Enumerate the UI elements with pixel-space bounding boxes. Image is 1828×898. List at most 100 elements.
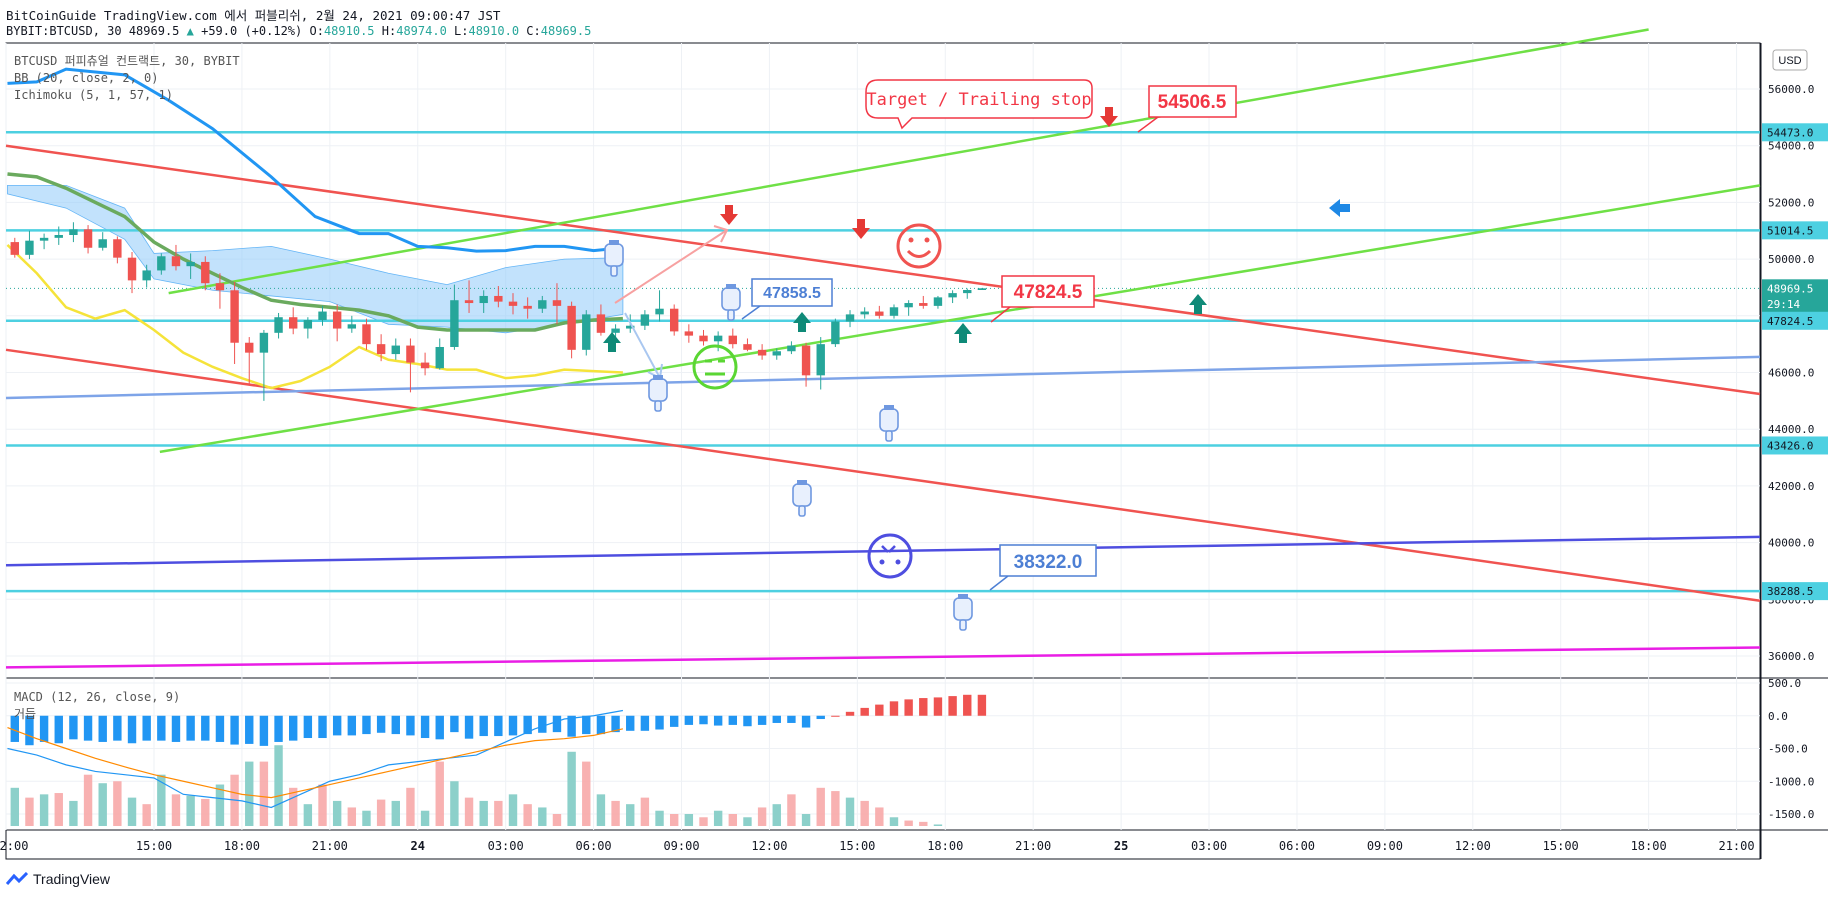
macd-histogram-bar: [757, 715, 767, 725]
currency-button[interactable]: [1772, 49, 1808, 71]
macd-tick-label: -1000.0: [1768, 775, 1814, 788]
macd-histogram-bar: [171, 715, 181, 742]
candle-body: [391, 345, 400, 355]
macd-histogram-bar: [977, 694, 987, 716]
macd-shadow-bar: [889, 817, 899, 826]
macd-shadow-bar: [376, 799, 386, 826]
macd-shadow-bar: [684, 814, 694, 826]
candle-body: [347, 324, 357, 329]
callout-text: Target / Trailing stop: [866, 90, 1091, 110]
candle-body: [772, 351, 781, 356]
candle-body: [186, 261, 195, 267]
macd-shadow-bar: [274, 745, 283, 826]
pointing-hand-icon: [953, 594, 973, 631]
candle-body: [420, 362, 430, 369]
macd-shadow-bar: [245, 761, 254, 826]
macd-histogram-bar: [875, 704, 884, 716]
candle-body: [626, 325, 635, 329]
open-label: O:: [309, 24, 324, 38]
candle-body: [464, 300, 474, 304]
price-badge-label: 48969.5: [1767, 282, 1813, 295]
hand-finger: [654, 400, 662, 412]
macd-histogram-bar: [523, 715, 532, 735]
macd-histogram-bar: [83, 715, 93, 741]
candle-body: [875, 311, 884, 316]
candle-body: [157, 256, 166, 271]
candle-body: [523, 305, 532, 309]
macd-shadow-bar: [201, 798, 210, 826]
candle-body: [831, 321, 840, 345]
candle-body: [494, 295, 503, 302]
last-price: 48969.5: [128, 24, 180, 38]
time-tick-label: 21:00: [1015, 839, 1051, 853]
macd-histogram-bar: [626, 715, 635, 731]
macd-histogram-bar: [948, 696, 957, 716]
price-badge-label: 38288.5: [1767, 585, 1813, 598]
macd-histogram-bar: [933, 697, 943, 716]
label-text: 38322.0: [1014, 552, 1083, 573]
candle-body: [362, 324, 371, 345]
macd-shadow-bar: [39, 794, 49, 826]
macd-histogram-bar: [362, 715, 371, 735]
high-value: 48974.0: [396, 24, 447, 38]
candle-body: [567, 305, 576, 350]
footer-brand[interactable]: TradingView: [6, 871, 110, 887]
pointing-hands: [604, 240, 973, 631]
signal-arrows: [603, 107, 1350, 352]
macd-shadow-bar: [54, 793, 63, 826]
projection-up-arrowhead: [713, 225, 729, 243]
price-badge: [1762, 582, 1828, 601]
smile-icon: [896, 223, 942, 269]
macd-histogram-bar: [801, 715, 811, 728]
price-badge-label: 29:14: [1767, 298, 1800, 311]
macd-histogram-bar: [127, 715, 137, 744]
candle-body: [743, 344, 752, 350]
time-tick-label: 15:00: [136, 839, 172, 853]
candles: [10, 222, 987, 401]
target-callout[interactable]: Target / Trailing stop: [865, 79, 1093, 130]
hand-cuff: [609, 240, 619, 245]
candle-body: [728, 335, 738, 345]
macd-shadow-bar: [567, 751, 576, 826]
macd-histogram-bar: [245, 715, 254, 744]
macd-shadow-bar: [303, 804, 313, 826]
time-tick-label: 24: [411, 839, 425, 853]
candle-body: [376, 344, 386, 355]
price-label-47824[interactable]: 47824.5: [990, 275, 1095, 323]
time-tick-label: 06:00: [1279, 839, 1315, 853]
macd-histogram-bar: [303, 715, 313, 739]
candle-body: [318, 311, 327, 321]
label-box: [1148, 85, 1237, 118]
macd-histogram-bar: [582, 715, 591, 735]
price-tick-label: 44000.0: [1768, 423, 1814, 436]
candle-body: [508, 301, 518, 306]
candle-body: [860, 311, 869, 315]
trend-line: [5, 355, 1761, 400]
overlay-line: [7, 67, 624, 253]
macd-series-line: [7, 726, 624, 799]
currency-button-label: USD: [1778, 55, 1801, 67]
price-label-54506[interactable]: 54506.5: [1137, 85, 1237, 133]
time-tick-label: 2:00: [0, 839, 28, 853]
macd-shadow-bar: [523, 804, 532, 826]
hand-palm: [953, 597, 973, 621]
label-text: 47824.5: [1014, 282, 1083, 303]
macd-histogram-bar: [113, 715, 122, 741]
price-label-47858[interactable]: 47858.5: [741, 278, 833, 320]
macd-histogram-bar: [420, 715, 430, 739]
macd-shadow-bar: [435, 761, 444, 826]
price-label-38322[interactable]: 38322.0: [989, 544, 1097, 591]
time-tick-label: 21:00: [1718, 839, 1754, 853]
label-text: 54506.5: [1158, 92, 1227, 113]
down-arrow-icon: [1100, 107, 1118, 127]
candle-body: [713, 335, 723, 342]
candle-body: [479, 295, 488, 304]
macd-shadow-bar: [787, 794, 796, 826]
macd-histogram-bar: [669, 715, 679, 727]
macd-shadow-bar: [669, 814, 679, 826]
macd-histogram-bar: [142, 715, 151, 741]
macd-shadow-bar: [289, 787, 298, 826]
macd-histogram-bar: [464, 715, 474, 739]
candle-body: [98, 239, 107, 248]
